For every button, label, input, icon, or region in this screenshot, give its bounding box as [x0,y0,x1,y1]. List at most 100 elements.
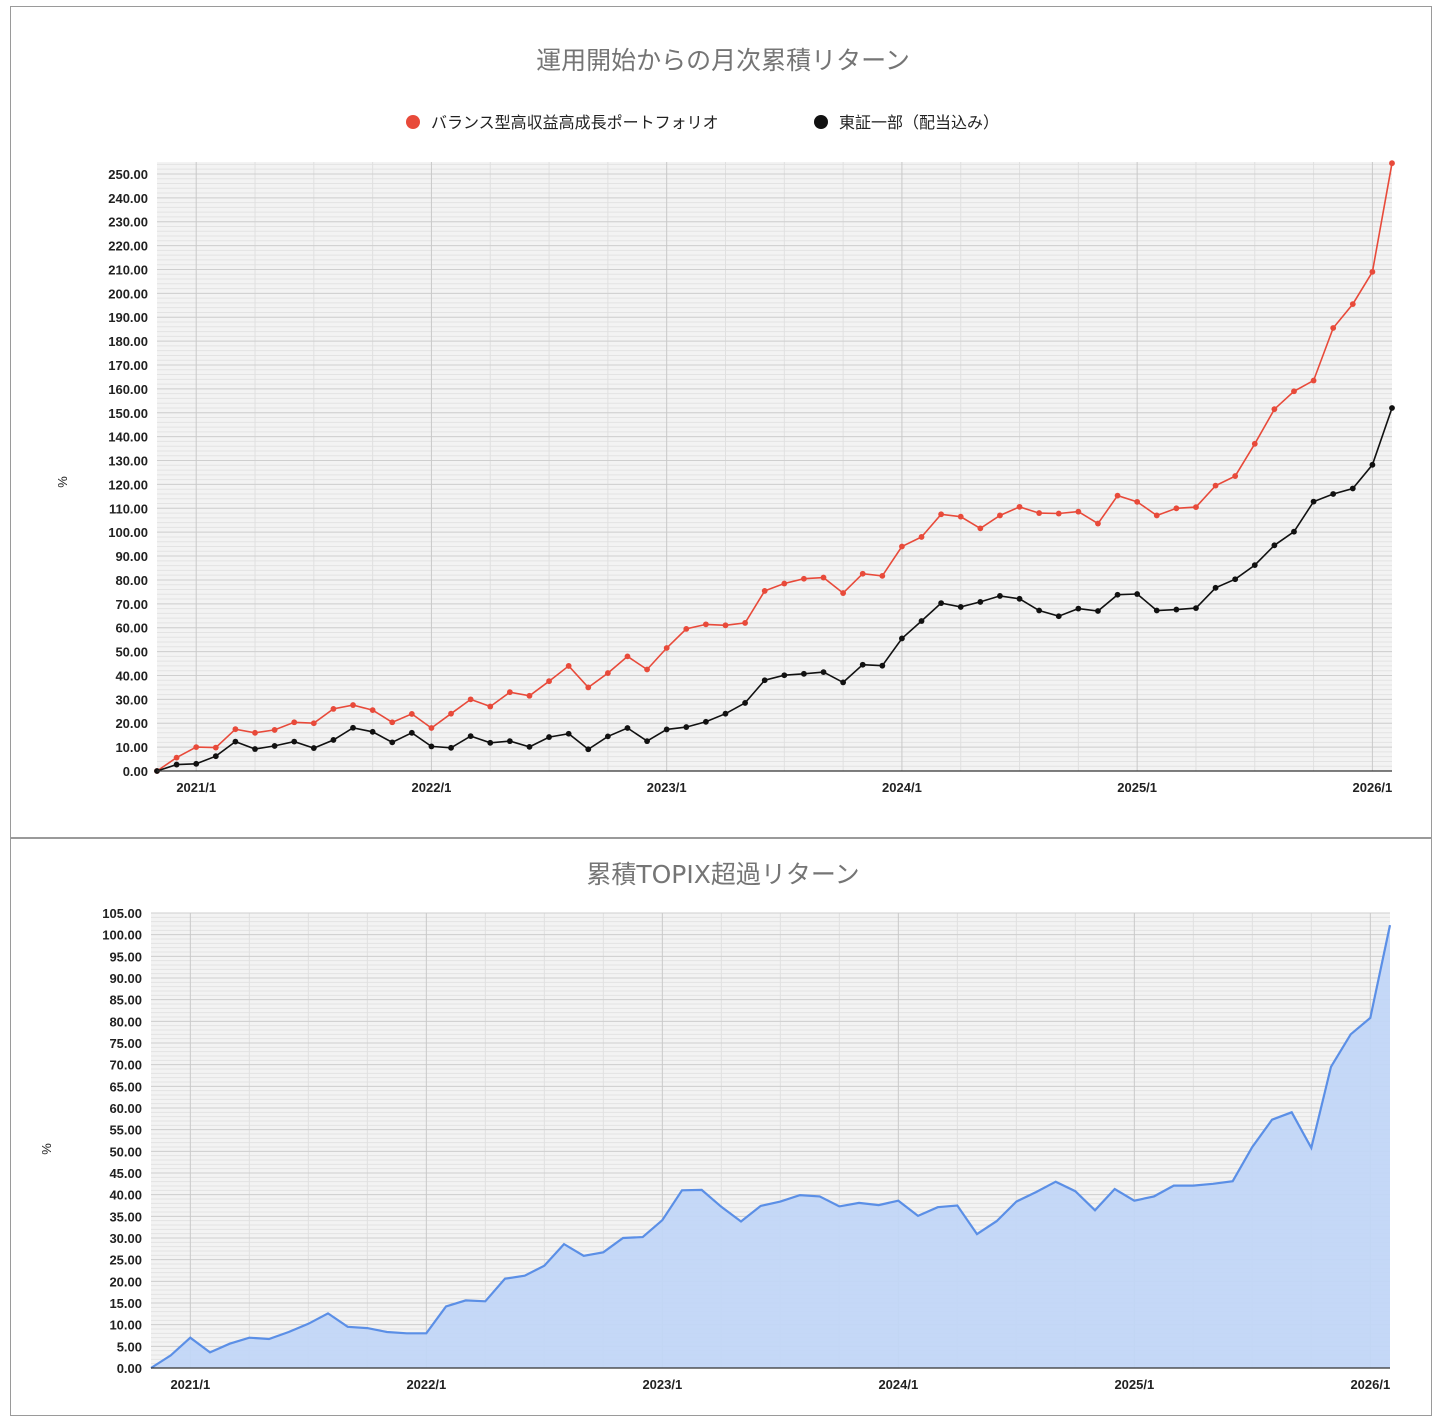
y-tick-label: 230.00 [108,215,148,230]
y-tick-label: 0.00 [123,764,148,779]
data-point [1310,377,1317,384]
data-point [1055,613,1062,620]
y-tick-label: 90.00 [115,549,148,564]
y-tick-label: 0.00 [117,1361,142,1376]
data-point [938,600,945,607]
data-point [467,696,474,703]
data-point [683,626,690,632]
data-point [644,666,650,673]
y-tick-label: 65.00 [109,1079,142,1094]
x-tick-label: 2022/1 [412,780,452,795]
data-point [1134,591,1141,597]
data-point [330,706,337,712]
x-tick-label: 2024/1 [878,1377,918,1392]
y-tick-label: 70.00 [109,1058,142,1073]
data-point [1173,606,1180,613]
data-point [801,670,807,677]
data-point [742,700,748,706]
plot-area[interactable]: 0.00 5.00 10.00 15.00 20.00 25.00 30.00 35.00 40… [102,906,1392,1392]
y-tick-label: 20.00 [115,716,148,731]
area-line [150,924,1392,1369]
data-point [369,707,376,713]
data-point [506,689,513,696]
y-tick-label: 50.00 [109,1144,142,1159]
data-point [1036,510,1043,516]
y-tick-label: 15.00 [109,1296,142,1311]
data-point [683,724,690,730]
y-axis-label: % [39,1143,54,1155]
y-tick-label: 95.00 [109,949,142,964]
data-point [702,718,709,725]
data-point [1075,605,1082,612]
data-point [1153,512,1160,519]
y-tick-label: 120.00 [108,477,148,492]
x-tick-label: 2025/1 [1114,1377,1154,1392]
legend-label-portfolio: バランス型高収益高成長ポートフォリオ [431,113,719,132]
y-tick-label: 105.00 [102,906,142,921]
y-tick-label: 50.00 [115,645,148,660]
y-tick-label: 190.00 [108,310,148,325]
data-point [781,672,788,679]
excess-return-chart-panel: 累積TOPIX超過リターン % 0.00 5.00 10.00 15.00 20.00 2… [10,838,1432,1416]
y-tick-label: 210.00 [108,262,148,277]
data-point [389,739,396,746]
data-point [1075,508,1082,515]
data-point [212,753,219,760]
x-tick-label: 2022/1 [406,1377,446,1392]
y-tick-label: 75.00 [109,1036,142,1051]
data-point [467,733,474,740]
data-point [801,575,807,582]
x-tick-label: 2025/1 [1117,780,1157,795]
x-tick-label: 2024/1 [882,780,922,795]
y-tick-label: 90.00 [109,971,142,986]
data-point [1016,595,1023,602]
y-tick-label: 220.00 [108,239,148,254]
data-point [291,719,298,726]
legend-label-topix: 東証一部（配当込み） [839,113,999,132]
data-point [506,738,513,745]
data-point [899,543,905,550]
data-point [212,744,219,751]
y-tick-label: 40.00 [109,1188,142,1203]
y-tick-label: 55.00 [109,1123,142,1138]
chart-title: 累積TOPIX超過リターン [586,860,859,889]
data-point [761,588,768,594]
x-tick-label: 2021/1 [170,1377,210,1392]
data-point [173,754,180,761]
data-point [918,618,925,624]
y-tick-label: 40.00 [115,668,148,683]
data-point [997,593,1003,599]
y-tick-label: 170.00 [108,358,148,373]
data-point [977,525,984,532]
data-point [879,662,886,669]
data-point [448,710,454,717]
y-tick-label: 70.00 [115,597,148,612]
data-point [781,580,788,587]
area-fill [151,925,1390,1368]
data-point [1349,301,1356,307]
data-point [938,511,945,518]
legend-marker-portfolio [406,115,420,129]
data-point [173,761,180,768]
cumulative-return-chart-panel: 運用開始からの月次累積リターン バランス型高収益高成長ポートフォリオ 東証一部（… [10,6,1432,838]
y-tick-label: 150.00 [108,406,148,421]
data-point [840,590,847,596]
data-point [859,570,866,577]
y-tick-label: 110.00 [109,501,148,516]
data-point [565,730,572,737]
plot-area[interactable]: 0.00 10.00 20.00 30.00 40.00 50.00 60.00 70.00 8… [108,160,1395,795]
x-tick-label: 2026/1 [1353,780,1393,795]
y-tick-label: 5.00 [117,1339,142,1354]
data-point [624,725,631,731]
data-point [997,512,1003,519]
plot-background [157,162,1392,771]
y-tick-label: 60.00 [115,621,148,636]
x-tick-label: 2023/1 [647,780,687,795]
legend[interactable]: バランス型高収益高成長ポートフォリオ 東証一部（配当込み） [406,113,999,132]
data-point [1271,542,1278,549]
y-tick-label: 100.00 [108,525,148,540]
y-tick-label: 10.00 [115,740,148,755]
data-point [859,661,866,668]
y-tick-label: 180.00 [108,334,148,349]
chart-title: 運用開始からの月次累積リターン [536,46,910,75]
